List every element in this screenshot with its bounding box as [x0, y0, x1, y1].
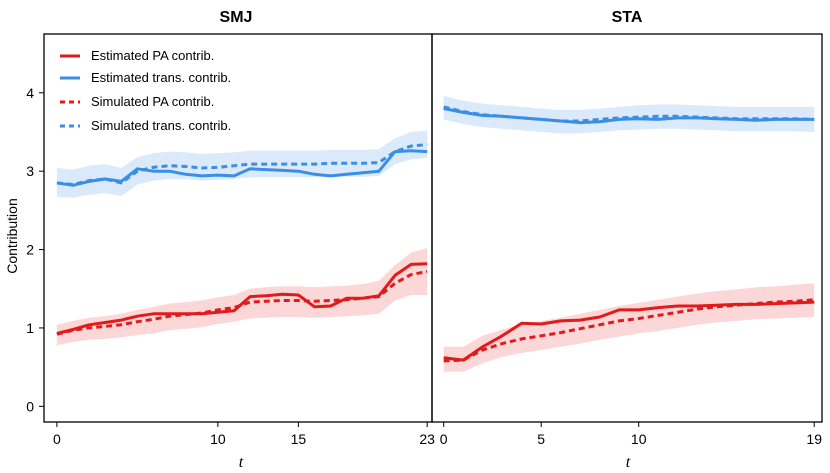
panel-title-sta: STA	[612, 9, 643, 26]
y-tick-label-4: 4	[26, 85, 34, 101]
legend-label-estimated-pa: Estimated PA contrib.	[91, 48, 214, 63]
x-tick-label-smj-0: 0	[53, 431, 61, 447]
line-estimated-trans-sta	[443, 107, 815, 125]
legend-entry-simulated-trans: Simulated trans. contrib.	[60, 118, 231, 133]
x-tick-label-smj-15: 15	[291, 431, 307, 447]
band-pa-sta	[443, 283, 815, 372]
x-tick-label-smj-23: 23	[419, 431, 435, 447]
y-tick-label-2: 2	[26, 242, 34, 258]
y-tick-label-1: 1	[26, 320, 34, 336]
legend-label-estimated-trans: Estimated trans. contrib.	[91, 70, 231, 85]
legend-label-simulated-pa: Simulated PA contrib.	[91, 94, 214, 109]
legend-entry-simulated-pa: Simulated PA contrib.	[60, 94, 214, 109]
panel-title-smj: SMJ	[220, 9, 253, 26]
y-tick-label-3: 3	[26, 163, 34, 179]
x-axis-title-sta: t	[626, 454, 631, 471]
legend-entry-estimated-trans: Estimated trans. contrib.	[60, 70, 231, 85]
band-trans-sta	[443, 95, 815, 134]
panel-sta: 0 5 10 19	[431, 33, 823, 447]
x-tick-label-sta-10: 10	[631, 431, 647, 447]
line-estimated-trans-smj	[56, 149, 428, 187]
x-tick-label-smj-10: 10	[210, 431, 226, 447]
x-tick-label-sta-0: 0	[440, 431, 448, 447]
x-tick-label-sta-19: 19	[806, 431, 822, 447]
x-axis-title-smj: t	[239, 454, 244, 471]
line-estimated-pa-sta	[443, 300, 815, 362]
legend-label-simulated-trans: Simulated trans. contrib.	[91, 118, 231, 133]
legend: Estimated PA contrib. Estimated trans. c…	[60, 48, 231, 133]
line-estimated-pa-smj	[56, 262, 428, 335]
x-tick-label-sta-5: 5	[537, 431, 545, 447]
y-tick-label-0: 0	[26, 398, 34, 414]
panel-frame-sta	[431, 33, 823, 423]
panel-frame-smj	[43, 33, 433, 423]
legend-entry-estimated-pa: Estimated PA contrib.	[60, 48, 214, 63]
y-axis-title: Contribution	[4, 198, 20, 274]
